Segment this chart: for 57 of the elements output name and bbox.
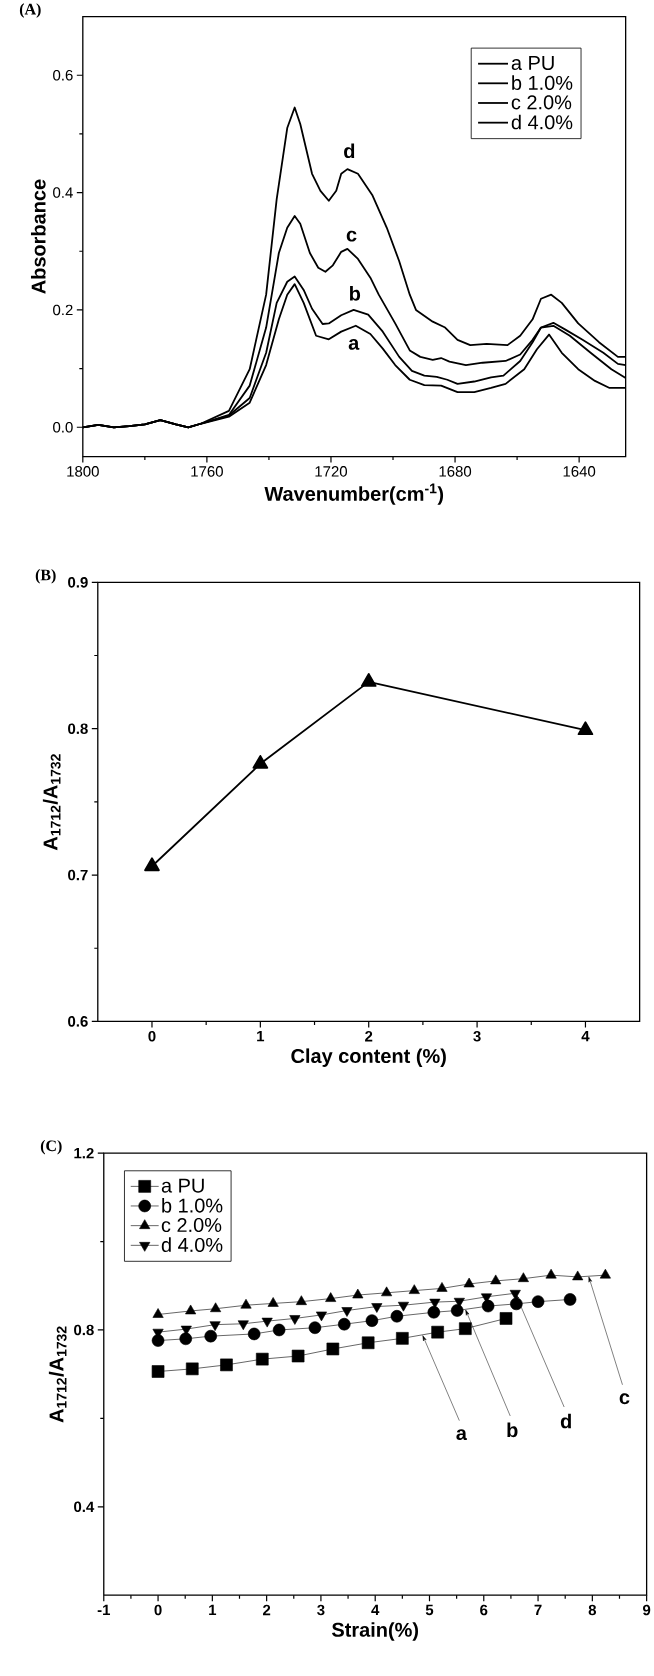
y-tick-label: 0.4 [53, 187, 73, 198]
y-tick-label: 1.2 [74, 1147, 94, 1159]
x-tick-label: 4 [581, 1030, 590, 1042]
annotation: b [349, 286, 361, 301]
annotation: d [560, 1413, 571, 1429]
annotation: c [619, 1393, 630, 1405]
legend-label: d 4.0% [511, 114, 573, 130]
x-tick-label: 9 [642, 1604, 651, 1616]
y-tick-label: 0.6 [68, 1016, 88, 1027]
y-tick-label: 0.2 [53, 304, 73, 316]
annotation: b [507, 1422, 518, 1438]
x-tick-label: 1800 [67, 466, 99, 477]
legend-label: b 1.0% [162, 1197, 223, 1213]
y-tick-label: 0.7 [68, 869, 88, 881]
legend-label: c 2.0% [161, 1217, 222, 1233]
y-axis-title: A$_{1712}$/A$_{1732}$ [42, 754, 61, 851]
x-tick-label: 3 [473, 1030, 481, 1042]
y-axis-title: Absorbance [30, 179, 46, 294]
x-axis-title: Clay content (%) [291, 1048, 446, 1068]
y-tick-label: 0.8 [68, 723, 88, 734]
x-tick-label: 6 [480, 1604, 488, 1616]
y-tick-label: 0.8 [74, 1324, 94, 1336]
legend-label: b 1.0% [512, 75, 573, 90]
y-tick-label: 0.0 [53, 421, 73, 433]
legend-label: c 2.0% [511, 95, 572, 110]
annotation: d [344, 143, 355, 159]
y-tick-label: 0.4 [74, 1501, 95, 1513]
x-tick-label: 1640 [563, 466, 596, 477]
x-tick-label: 4 [371, 1604, 380, 1615]
annotation: a [348, 338, 360, 350]
annotation: a [456, 1429, 467, 1441]
x-tick-label: 3 [317, 1604, 325, 1616]
chart-title: (C) [40, 1139, 62, 1155]
legend-label: a PU [161, 1178, 204, 1193]
chart-title: (B) [35, 569, 56, 584]
x-tick-label: 1720 [315, 466, 347, 477]
annotation: c [346, 230, 357, 242]
x-tick-label: 7 [534, 1604, 542, 1615]
x-tick-label: -1 [97, 1604, 110, 1615]
x-axis-title: Wavenumber(cm$^{-1}$) [264, 483, 444, 505]
x-tick-label: 1 [257, 1030, 265, 1042]
chart-title: (A) [19, 3, 41, 18]
x-tick-label: 2 [262, 1604, 271, 1616]
y-tick-label: 0.6 [53, 69, 73, 81]
y-tick-label: 0.9 [68, 577, 88, 588]
x-tick-label: 8 [588, 1604, 596, 1616]
legend-label: a PU [511, 56, 554, 71]
x-tick-label: 1760 [191, 466, 223, 477]
x-tick-label: 1680 [439, 466, 472, 477]
x-axis-title: Strain(%) [331, 1622, 418, 1641]
x-tick-label: 5 [425, 1604, 434, 1616]
legend-label: d 4.0% [161, 1237, 223, 1253]
y-axis-title: A$_{1712}$/A$_{1732}$ [48, 1326, 67, 1423]
x-tick-label: 0 [148, 1030, 156, 1042]
x-tick-label: 2 [365, 1030, 373, 1042]
x-tick-label: 1 [209, 1604, 217, 1615]
x-tick-label: 0 [154, 1604, 162, 1616]
